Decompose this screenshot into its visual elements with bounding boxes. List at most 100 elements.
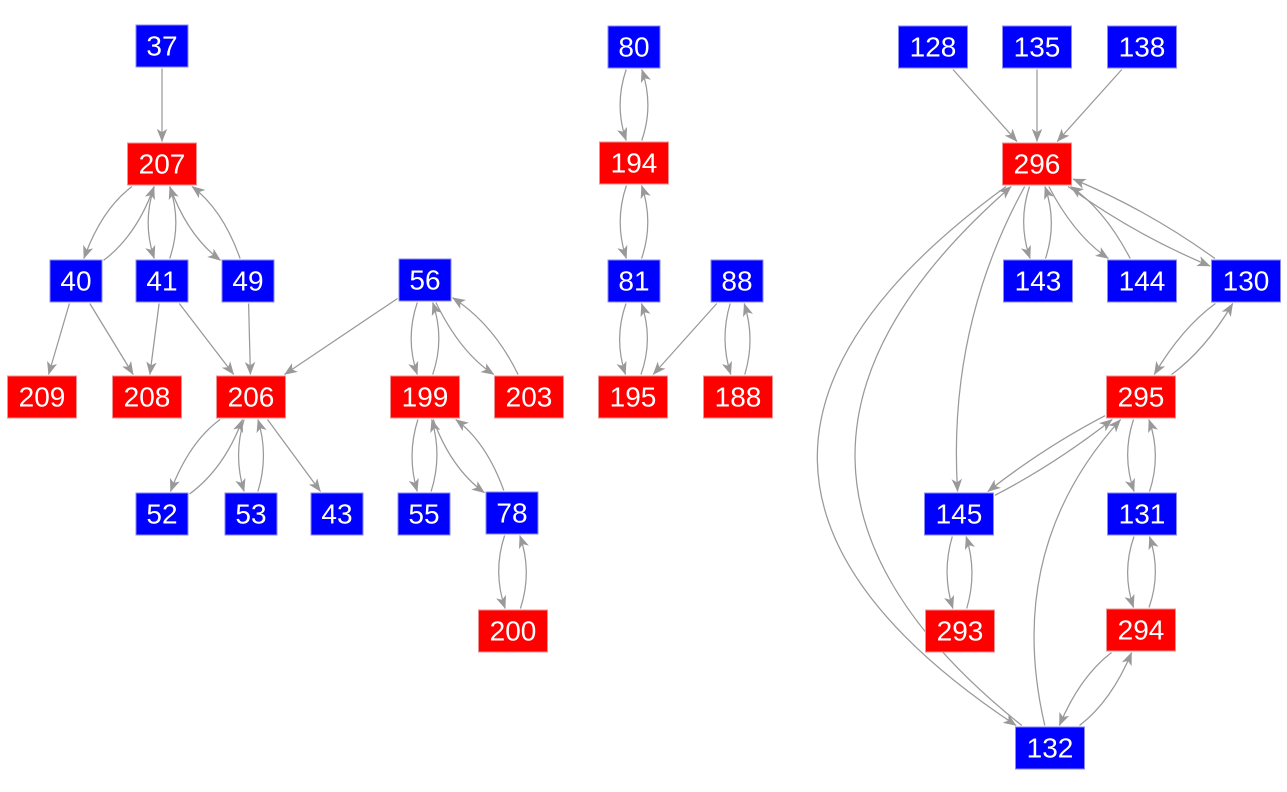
graph-node-43: 43 [310,492,364,536]
graph-node-194: 194 [599,141,669,185]
graph-node-box [478,609,548,653]
graph-edge-145-295 [994,419,1113,496]
graph-edge-41-207 [168,186,179,259]
graph-edge-80-194 [617,69,628,141]
graph-edge-194-81 [617,185,628,259]
graph-edge-56-199 [408,302,419,375]
node-layer: 37 207 40 41 49 209 208 206 52 53 43 56 199 203 55 78 20… [7,24,1281,770]
graph-node-box [1107,259,1177,303]
graph-edge-40-208 [89,303,134,375]
graph-node-208: 208 [112,375,182,419]
graph-node-40: 40 [49,259,103,303]
graph-edge-132-295 [1033,419,1122,726]
graph-node-box [1003,259,1073,303]
graph-node-207: 207 [127,142,197,186]
graph-node-88: 88 [710,259,764,303]
graph-edge-130-295 [1153,302,1216,375]
graph-edge-207-49 [169,186,221,261]
graph-edge-40-207 [103,186,155,261]
graph-edge-131-295 [1148,419,1159,492]
graph-node-293: 293 [925,609,995,653]
graph-edge-203-56 [452,297,519,375]
graph-edge-53-206 [256,418,267,492]
graph-edge-206-52 [169,418,221,492]
graph-node-box [898,25,968,69]
graph-node-box [1107,492,1177,536]
graph-node-box [494,375,564,419]
graph-node-195: 195 [598,375,668,419]
graph-edge-128-296 [952,69,1018,142]
graph-node-box [7,375,77,419]
graph-node-box [607,25,661,69]
graph-edge-81-195 [616,303,627,375]
graph-edge-207-40 [83,185,133,259]
graph-node-box [1015,726,1085,770]
graph-node-294: 294 [1106,608,1176,652]
graph-node-box [216,375,286,419]
graph-node-296: 296 [1002,142,1072,186]
graph-node-box [398,258,452,302]
graph-edge-88-195 [652,303,718,375]
graph-edge-195-81 [640,303,651,375]
graph-node-box [1107,25,1177,69]
graph-edge-81-194 [640,185,651,259]
graph-node-203: 203 [494,375,564,419]
graph-edge-49-207 [191,185,241,259]
graph-edge-296-130 [1067,185,1211,267]
graph-edge-296-143 [1020,186,1031,259]
graph-node-box [924,492,994,536]
graph-edge-293-145 [964,535,975,609]
graph-node-box [135,259,189,303]
graph-node-box [127,142,197,186]
graph-node-box [135,24,189,68]
graph-edge-55-199 [430,418,441,492]
graph-node-53: 53 [224,492,278,536]
graph-node-box [598,375,668,419]
graph-edge-296-132 [816,185,1017,727]
graph-edge-295-131 [1124,419,1135,492]
graph-edge-206-43 [266,419,322,492]
graph-edge-206-53 [235,419,246,493]
graph-node-55: 55 [397,492,451,536]
graph-node-box [599,141,669,185]
graph-node-132: 132 [1015,726,1085,770]
graph-edge-41-208 [146,303,160,376]
graph-node-37: 37 [135,24,189,68]
graph-node-135: 135 [1002,25,1072,69]
graph-node-128: 128 [898,25,968,69]
graph-node-box [49,259,103,303]
graph-node-box [1106,375,1176,419]
graph-node-box [703,375,773,419]
graph-node-box [1002,142,1072,186]
graph-node-box [1211,259,1281,303]
graph-edge-130-296 [1072,178,1216,260]
graph-edge-296-145 [951,186,1026,493]
graph-edge-49-206 [244,303,256,376]
graph-edge-88-188 [721,303,732,376]
graph-edge-194-80 [640,69,651,141]
graph-edge-132-294 [1079,652,1133,726]
graph-node-145: 145 [924,492,994,536]
graph-edge-41-206 [178,303,235,375]
graph-edge-40-209 [47,303,70,376]
graph-edge-188-88 [743,302,754,375]
graph-edge-207-41 [145,186,156,259]
graph-edge-138-296 [1056,69,1123,142]
graph-node-199: 199 [390,375,460,419]
graph-node-52: 52 [135,492,189,536]
graph-node-box [925,609,995,653]
graph-edge-295-145 [987,415,1106,492]
graph-edge-144-296 [1070,185,1131,259]
graph-edge-145-293 [944,536,955,610]
graph-node-box [710,259,764,303]
graph-node-131: 131 [1107,492,1177,536]
graph-node-206: 206 [216,375,286,419]
graph-edge-294-132 [1058,652,1112,726]
graph-node-box [390,375,460,419]
graph-node-box [1106,608,1176,652]
graph-node-200: 200 [478,609,548,653]
graph-node-41: 41 [135,259,189,303]
graph-edge-199-55 [408,419,419,493]
